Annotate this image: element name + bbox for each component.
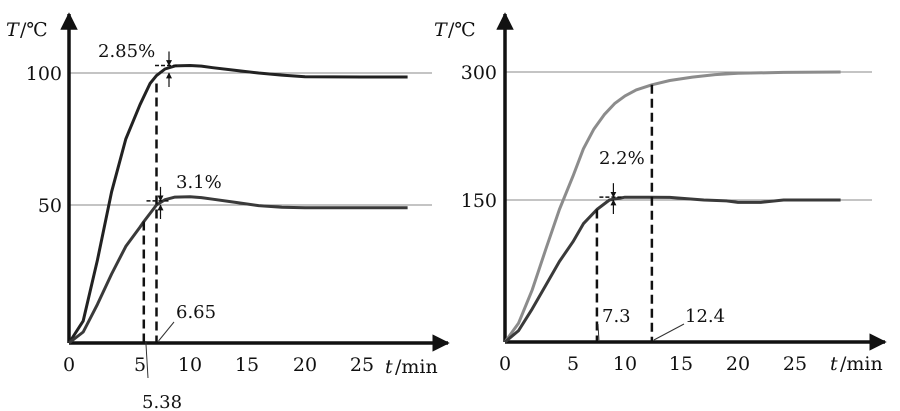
x-tick-label: 15 [669, 353, 693, 375]
x-tick-label: 25 [350, 354, 374, 376]
y-axis-label: T /℃ [6, 19, 48, 41]
series-line-setpoint-150 [504, 195, 841, 344]
y-axis-var: T [6, 19, 20, 41]
x-axis-unit: /min [395, 356, 438, 378]
annotation-overshoot-2-85: 2.85% [98, 41, 155, 62]
annotation-overshoot-2-2: 2.2% [599, 148, 645, 169]
x-tick-label: 15 [235, 354, 259, 376]
x-tick-label: 20 [293, 354, 317, 376]
y-tick-label: 50 [38, 195, 62, 217]
annotation-time-6-65: 6.65 [176, 302, 216, 323]
x-tick-label: 10 [178, 354, 202, 376]
y-axis-unit: /℃ [20, 19, 48, 41]
annotation-time-5-38: 5.38 [142, 392, 182, 411]
y-tick-label: 300 [461, 62, 497, 84]
x-tick-label: 0 [499, 353, 511, 375]
x-axis-var: t [830, 353, 838, 375]
annotation-time-7-3: 7.3 [602, 306, 631, 327]
chart-left: T /℃ t /min 50 100 0 5 10 15 20 25 2.85%… [6, 12, 450, 411]
leader-line [145, 340, 149, 379]
x-tick-label: 25 [783, 353, 807, 375]
y-axis-unit: /℃ [448, 19, 476, 41]
series-line-setpoint-300 [503, 70, 841, 343]
leader-line [653, 323, 685, 341]
annotation-time-12-4: 12.4 [685, 306, 725, 327]
x-axis-var: t [385, 356, 393, 378]
y-tick-label: 100 [26, 63, 62, 85]
x-tick-label: 0 [63, 354, 75, 376]
x-tick-label: 5 [134, 354, 146, 376]
x-tick-label: 5 [567, 353, 579, 375]
y-tick-label: 150 [461, 190, 497, 212]
leader-line [597, 323, 600, 341]
annotation-overshoot-3-1: 3.1% [176, 172, 222, 193]
chart-right: T /℃ t /min 150 300 0 5 10 15 20 25 2.2%… [434, 12, 887, 375]
x-axis-unit: /min [840, 353, 883, 375]
series-line-setpoint-50 [68, 195, 408, 345]
leader-line [158, 321, 175, 342]
y-axis-var: T [434, 19, 448, 41]
x-tick-label: 10 [613, 353, 637, 375]
x-tick-label: 20 [726, 353, 750, 375]
